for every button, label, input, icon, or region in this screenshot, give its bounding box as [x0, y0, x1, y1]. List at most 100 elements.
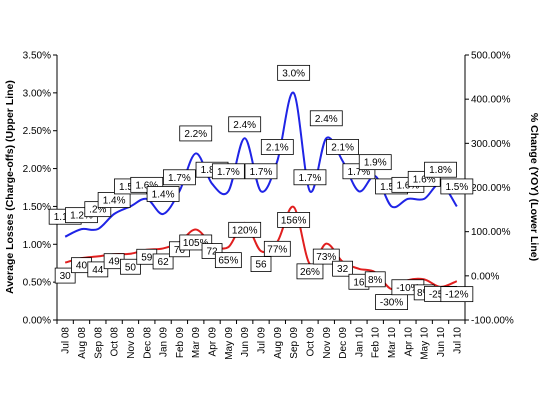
y-left-tick-label: 0.00%: [23, 316, 51, 327]
x-tick-label: Jul 09: [257, 327, 268, 354]
data-label: 1.8%: [429, 165, 452, 176]
data-label-box: [152, 253, 174, 270]
data-label: 16: [353, 277, 365, 288]
data-label: 1.7%: [217, 167, 240, 178]
data-label-box: [364, 271, 386, 288]
data-label-box: [263, 240, 291, 257]
data-label: 105%: [183, 238, 209, 249]
data-label: 8%: [368, 275, 383, 286]
x-tick-label: Jul 10: [452, 327, 463, 354]
y-right-tick-label: -100.00%: [471, 316, 514, 327]
x-tick-label: Aug 08: [77, 327, 88, 359]
data-label: 59: [141, 252, 153, 263]
data-label: 1.7%: [168, 173, 191, 184]
data-label: 50: [125, 262, 137, 273]
data-label-box: [293, 169, 327, 186]
data-label: 1.4%: [152, 190, 175, 201]
y-right-tick-label: 200.00%: [471, 183, 511, 194]
x-tick-label: Jun 10: [436, 327, 447, 357]
data-label-box: [326, 139, 360, 155]
data-label: 26%: [300, 267, 320, 278]
x-tick-label: May 09: [224, 327, 235, 360]
data-label: 1.9%: [364, 158, 387, 169]
data-label-box: [54, 267, 76, 284]
data-label-box: [250, 256, 272, 273]
data-label-box: [332, 260, 354, 277]
data-label: 1.2%: [70, 211, 93, 222]
y-left-tick-label: 1.00%: [23, 240, 51, 251]
data-label: 56: [255, 260, 267, 271]
data-label: 120%: [232, 225, 258, 236]
x-tick-label: Mar 10: [387, 327, 398, 359]
y-left-tick-label: 3.00%: [23, 88, 51, 99]
data-label: -30%: [380, 298, 403, 309]
y-left-tick-label: 2.50%: [23, 126, 51, 137]
data-label: 1.7%: [250, 167, 273, 178]
data-label: 44: [92, 265, 104, 276]
x-tick-label: Mar 09: [191, 327, 202, 359]
x-tick-label: Feb 10: [371, 327, 382, 359]
data-label-box: [179, 125, 213, 142]
data-label-box: [424, 161, 457, 178]
data-label-box: [440, 178, 474, 195]
data-label-box: [358, 154, 392, 171]
data-label-box: [228, 116, 262, 133]
x-tick-label: Nov 08: [126, 327, 137, 359]
y-left-tick-label: 0.50%: [23, 278, 51, 289]
y-left-axis-title: Average Losses (Charge-offs) (Upper Line…: [4, 80, 16, 294]
data-label: 2.1%: [331, 143, 354, 154]
x-tick-label: Apr 09: [208, 327, 219, 357]
data-label: 1.6%: [413, 174, 436, 185]
data-label-box: [244, 163, 278, 180]
data-label-box: [87, 261, 109, 278]
data-label-box: [214, 252, 242, 269]
data-label: 73%: [316, 252, 336, 263]
data-label: 156%: [281, 215, 307, 226]
data-label: 1.4%: [103, 196, 126, 207]
data-label: -10%: [396, 283, 419, 294]
data-label: 1.7%: [348, 167, 371, 178]
data-label-layer: 1.1%1.2%.2%1.4%1.5%1.6%1.4%1.7%2.2%1.8%1…: [48, 64, 474, 310]
data-label-box: [146, 186, 180, 202]
data-label-box: [296, 263, 324, 280]
data-label: 30: [60, 271, 72, 282]
x-tick-label: Jan 10: [354, 327, 365, 357]
data-label-box: [312, 248, 340, 265]
data-label-box: [309, 110, 343, 127]
data-label: 1.7%: [299, 173, 322, 184]
data-label: 32: [337, 264, 349, 275]
data-label: 49: [109, 257, 121, 268]
x-tick-label: May 10: [420, 327, 431, 360]
data-label: 2.1%: [266, 143, 289, 154]
data-label: 2.4%: [315, 114, 338, 125]
y-right-axis-title: % Change (YOY) (Lower Line): [528, 113, 540, 261]
y-right-tick-label: 400.00%: [471, 95, 511, 106]
data-label-box: [211, 163, 245, 180]
data-label: .2%: [89, 205, 106, 216]
data-label-box: [260, 139, 294, 155]
x-tick-label: Oct 08: [110, 327, 121, 357]
x-tick-label: Dec 08: [142, 327, 153, 359]
data-label-box: [277, 212, 311, 228]
y-right-tick-label: 300.00%: [471, 139, 511, 150]
data-label: 2.2%: [184, 129, 207, 140]
x-tick-label: Jul 08: [61, 327, 72, 354]
data-label: 40: [76, 261, 88, 272]
y-left-tick-label: 1.50%: [23, 202, 51, 213]
x-tick-label: Aug 09: [273, 327, 284, 359]
data-label-box: [120, 258, 141, 275]
x-tick-label: Sep 09: [289, 327, 300, 359]
data-label-box: [277, 64, 311, 81]
y-right-tick-label: 0.00%: [471, 271, 499, 282]
x-tick-label: Jun 09: [240, 327, 251, 357]
data-label: 1.5%: [445, 182, 468, 193]
y-right-tick-label: 500.00%: [471, 51, 511, 62]
x-tick-label: Nov 09: [322, 327, 333, 359]
data-label: 72: [206, 247, 218, 258]
x-tick-label: Sep 08: [93, 327, 104, 359]
x-tick-label: Jan 09: [159, 327, 170, 357]
data-label: 77%: [267, 244, 287, 255]
data-label: 62: [158, 257, 170, 268]
data-label-box: [440, 286, 474, 303]
data-label-box: [228, 221, 262, 238]
